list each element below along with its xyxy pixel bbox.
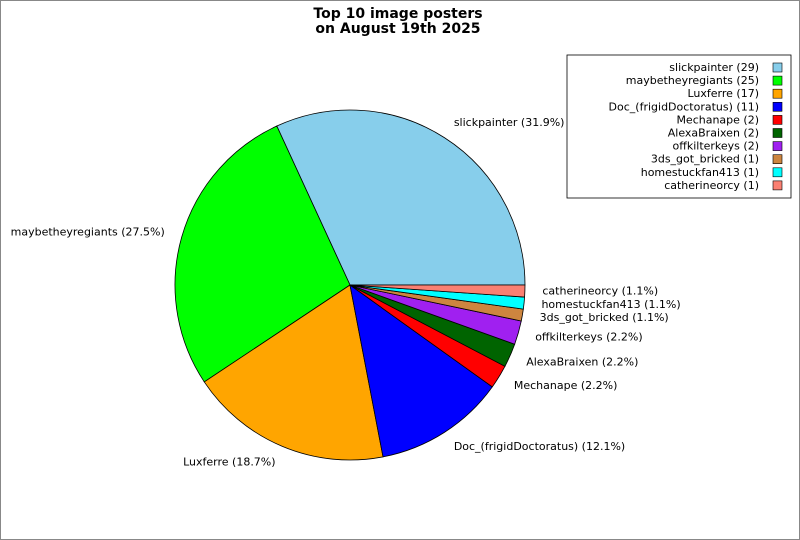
legend-swatch [772, 167, 783, 178]
chart-title: Top 10 image posters [313, 6, 482, 22]
pie-slice [349, 284, 493, 458]
legend-label: slickpainter (29) [669, 61, 759, 74]
slice-label: 3ds_got_bricked (1.1%) [540, 311, 669, 324]
pie-slice [276, 109, 526, 286]
chart-title: on August 19th 2025 [315, 21, 480, 37]
legend-swatch [772, 128, 783, 138]
slice-label: homestuckfan413 (1.1%) [541, 298, 680, 311]
legend-swatch [772, 115, 783, 125]
legend-swatch [772, 180, 783, 191]
legend-label: 3ds_got_bricked (1) [651, 153, 759, 166]
slice-label: maybetheyregiants (27.5%) [11, 226, 165, 239]
legend-swatch [772, 154, 783, 164]
slice-label: offkilterkeys (2.2%) [535, 330, 642, 343]
slice-label: Doc_(frigidDoctoratus) (12.1%) [454, 440, 625, 453]
legend-swatch [772, 75, 783, 86]
legend-box [566, 54, 792, 199]
legend-label: catherineorcy (1) [664, 179, 759, 192]
legend-label: Luxferre (17) [687, 87, 759, 100]
slice-label: Mechanape (2.2%) [514, 379, 618, 392]
legend-label: offkilterkeys (2) [673, 140, 759, 153]
legend-label: maybetheyregiants (25) [626, 74, 759, 87]
pie-slice [203, 284, 384, 461]
pie-slice [174, 125, 351, 383]
slice-label: catherineorcy (1.1%) [542, 285, 658, 298]
legend-swatch [772, 62, 783, 73]
legend-label: AlexaBraixen (2) [668, 127, 759, 140]
slice-label: slickpainter (31.9%) [454, 116, 565, 129]
legend-label: Mechanape (2) [676, 113, 759, 126]
legend-label: Doc_(frigidDoctoratus) (11) [609, 100, 759, 113]
pie-slice [349, 284, 526, 298]
legend-label: homestuckfan413 (1) [641, 166, 759, 179]
legend-swatch [772, 102, 783, 112]
legend-swatch [772, 88, 783, 99]
slice-label: AlexaBraixen (2.2%) [526, 355, 638, 368]
slice-label: Luxferre (18.7%) [183, 456, 275, 469]
legend-swatch [772, 141, 783, 151]
